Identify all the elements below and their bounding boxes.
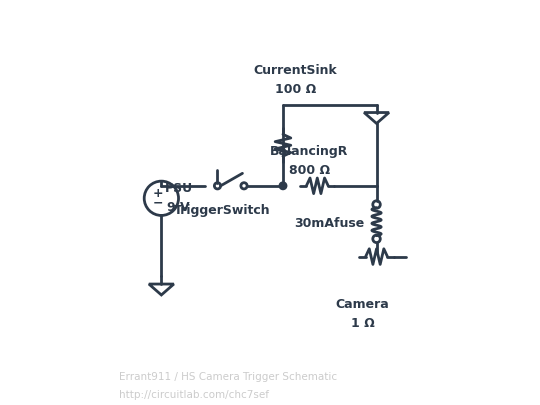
Text: Errant911 / HS Camera Trigger Schematic: Errant911 / HS Camera Trigger Schematic [119,372,337,382]
Text: CIRCUIT: CIRCUIT [11,372,58,382]
Text: −: − [153,196,164,209]
Circle shape [279,182,287,190]
Text: ~W--H-LAB: ~W--H-LAB [11,390,59,399]
Text: 100 Ω: 100 Ω [275,83,316,96]
Text: TriggerSwitch: TriggerSwitch [174,204,271,217]
Text: 800 Ω: 800 Ω [289,164,330,177]
Text: +: + [153,187,164,200]
Text: http://circuitlab.com/chc7sef: http://circuitlab.com/chc7sef [119,390,269,400]
Text: 30mAfuse: 30mAfuse [295,217,365,230]
Text: Camera: Camera [336,298,389,311]
Text: PSU: PSU [165,182,193,196]
Text: CurrentSink: CurrentSink [254,64,338,77]
Text: BalancingR: BalancingR [271,145,349,158]
Text: 9 V: 9 V [167,201,190,214]
Text: 1 Ω: 1 Ω [350,317,374,330]
